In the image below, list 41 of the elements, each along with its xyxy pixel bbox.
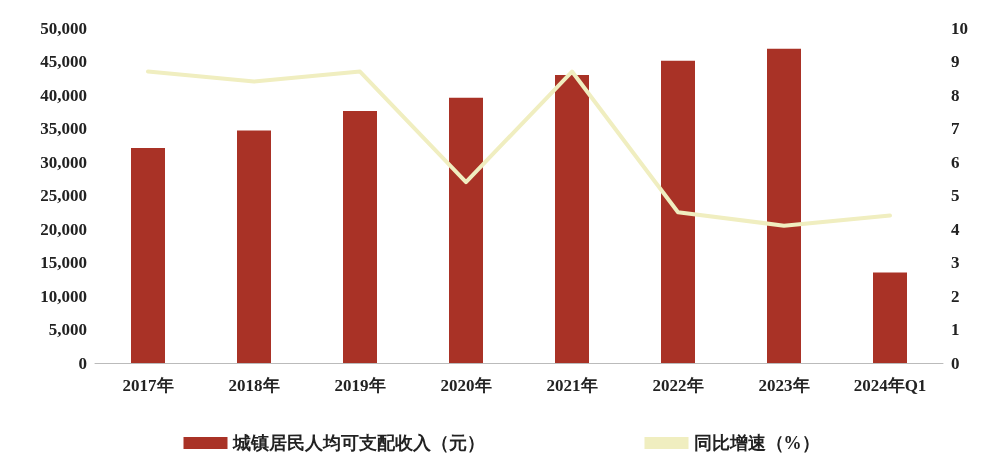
x-tick-label: 2024年Q1 <box>853 376 927 395</box>
y2-tick-label: 3 <box>951 253 960 272</box>
y-tick-label: 10,000 <box>40 286 87 306</box>
x-tick-label: 2023年 <box>758 376 810 395</box>
y2-tick-label: 9 <box>951 52 960 71</box>
y-tick-label: 30,000 <box>40 152 87 172</box>
bar <box>661 60 695 363</box>
y-tick-label: 40,000 <box>40 85 87 105</box>
y2-tick-label: 7 <box>951 119 960 138</box>
bar <box>873 272 907 363</box>
y2-tick-label: 4 <box>951 219 960 239</box>
bar <box>237 130 271 363</box>
bar <box>131 147 165 363</box>
y-tick-label: 25,000 <box>40 186 87 205</box>
y-tick-label: 20,000 <box>40 219 87 239</box>
bar <box>555 74 589 363</box>
y-tick-label: 5,000 <box>48 320 87 339</box>
y-tick-label: 35,000 <box>40 119 87 138</box>
y2-tick-label: 0 <box>951 353 960 373</box>
y2-tick-label: 5 <box>951 186 960 205</box>
y-tick-label: 0 <box>78 353 87 373</box>
bar <box>343 111 377 363</box>
legend-label: 城镇居民人均可支配收入（元） <box>231 433 485 453</box>
line-series <box>146 69 892 228</box>
bar <box>767 48 801 363</box>
y2-tick-label: 6 <box>951 152 960 172</box>
x-tick-label: 2018年 <box>228 376 280 395</box>
y-tick-label: 15,000 <box>40 253 87 272</box>
y2-tick-label: 8 <box>951 85 960 105</box>
x-tick-label: 2019年 <box>334 376 386 395</box>
y2-tick-label: 1 <box>951 320 960 339</box>
y2-tick-label: 2 <box>951 286 960 306</box>
y2-tick-label: 10 <box>951 18 968 38</box>
x-tick-label: 2021年 <box>546 376 598 395</box>
bar <box>449 97 483 363</box>
y-tick-label: 50,000 <box>40 18 87 38</box>
x-tick-label: 2017年 <box>122 376 174 395</box>
x-tick-label: 2020年 <box>440 376 492 395</box>
legend-label: 同比增速（%） <box>693 433 820 453</box>
x-tick-label: 2022年 <box>652 376 704 395</box>
y-tick-label: 45,000 <box>40 52 87 71</box>
